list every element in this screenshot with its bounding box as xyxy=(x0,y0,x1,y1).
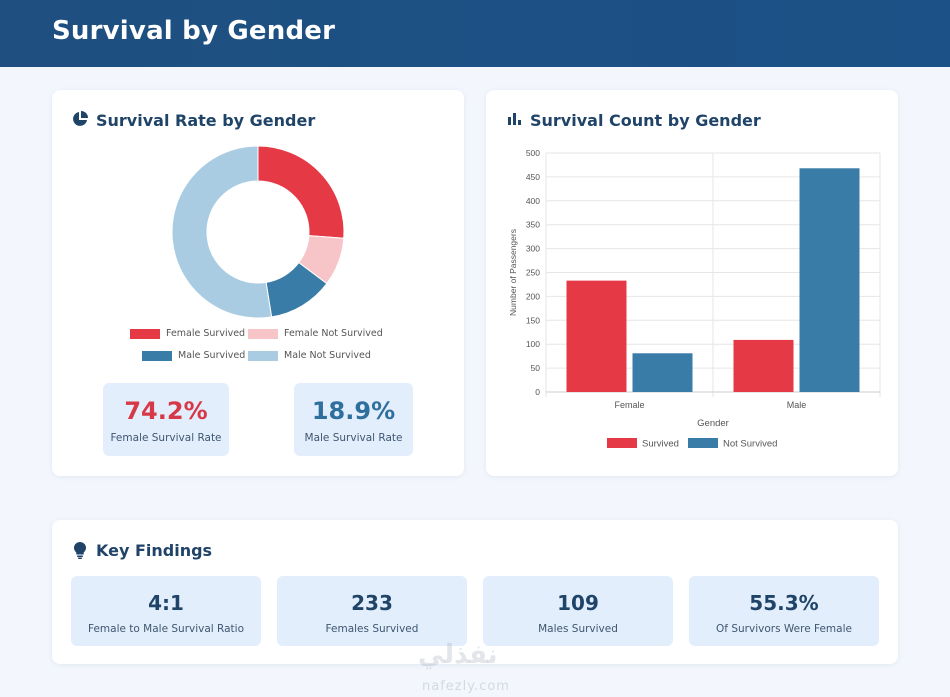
y-tick-label: 50 xyxy=(531,363,541,373)
bar-male-survived xyxy=(733,339,794,392)
y-tick-label: 150 xyxy=(526,315,540,325)
watermark-latin: nafezly.com xyxy=(422,679,510,694)
finding-survivors-female: 55.3% Of Survivors Were Female xyxy=(689,576,879,646)
legend-swatch xyxy=(248,328,278,339)
finding-females-survived: 233 Females Survived xyxy=(277,576,467,646)
donut-slice-female-survived xyxy=(257,145,345,239)
y-tick-label: 500 xyxy=(526,148,540,158)
page-header: Survival by Gender xyxy=(0,0,950,67)
findings-title: Key Findings xyxy=(96,541,213,560)
female-survival-rate-box: 74.2% Female Survival Rate xyxy=(103,383,229,456)
legend-swatch-survived xyxy=(607,438,637,448)
finding-value: 55.3% xyxy=(749,591,819,615)
x-tick-label: Male xyxy=(787,400,807,410)
legend-female-not-survived: Female Not Survived xyxy=(248,328,383,339)
bar-female-survived xyxy=(566,280,627,392)
y-tick-label: 300 xyxy=(526,244,540,254)
donut-chart xyxy=(171,145,345,319)
finding-value: 4:1 xyxy=(148,591,184,615)
key-findings-card: Key Findings 4:1 Female to Male Survival… xyxy=(52,520,898,664)
y-tick-label: 250 xyxy=(526,268,540,278)
bar-chart: 0 50 100 150 200 250 300 350 400 450 500 Female Male… xyxy=(508,148,881,450)
y-tick-label: 200 xyxy=(526,291,540,301)
bar-card-title: Survival Count by Gender xyxy=(530,111,761,130)
legend-swatch xyxy=(130,328,160,339)
watermark-arabic: نفذلي xyxy=(418,640,498,670)
y-tick-label: 100 xyxy=(526,339,540,349)
y-tick-label: 450 xyxy=(526,172,540,182)
y-axis-label: Number of Passengers xyxy=(508,229,518,316)
finding-label: Males Survived xyxy=(538,623,618,635)
finding-label: Of Survivors Were Female xyxy=(716,623,852,635)
finding-value: 233 xyxy=(351,591,393,615)
female-survival-rate-value: 74.2% xyxy=(124,397,208,425)
x-axis-label: Gender xyxy=(697,418,729,429)
legend-male-survived: Male Survived xyxy=(142,350,245,361)
legend-label: Female Not Survived xyxy=(284,328,383,339)
female-survival-rate-label: Female Survival Rate xyxy=(110,432,222,444)
finding-label: Females Survived xyxy=(325,623,419,635)
legend-male-not-survived: Male Not Survived xyxy=(248,350,371,361)
legend-label: Survived xyxy=(642,439,679,450)
survival-count-card: Survival Count by Gender 0 50 100 150 200 250… xyxy=(486,90,898,476)
donut-card-title: Survival Rate by Gender xyxy=(96,111,316,130)
x-tick-label: Female xyxy=(614,400,644,410)
legend-swatch xyxy=(142,350,172,361)
legend-label: Male Not Survived xyxy=(284,350,371,361)
finding-males-survived: 109 Males Survived xyxy=(483,576,673,646)
page-title: Survival by Gender xyxy=(52,16,336,46)
legend-label: Not Survived xyxy=(723,439,777,450)
bar-male-not-survived xyxy=(799,168,860,392)
pie-chart-icon xyxy=(73,111,88,126)
legend-swatch xyxy=(248,350,278,361)
lightbulb-icon xyxy=(74,542,86,559)
y-tick-label: 400 xyxy=(526,196,540,206)
legend-label: Female Survived xyxy=(166,328,246,339)
y-tick-label: 0 xyxy=(535,387,540,397)
survival-rate-card: Survival Rate by Gender Female Survived … xyxy=(52,90,464,476)
finding-survival-ratio: 4:1 Female to Male Survival Ratio xyxy=(71,576,261,646)
male-survival-rate-box: 18.9% Male Survival Rate xyxy=(294,383,413,456)
finding-label: Female to Male Survival Ratio xyxy=(87,623,245,635)
y-tick-label: 350 xyxy=(526,220,540,230)
male-survival-rate-label: Male Survival Rate xyxy=(304,432,403,444)
male-survival-rate-value: 18.9% xyxy=(311,397,396,425)
legend-female-survived: Female Survived xyxy=(130,328,245,339)
finding-value: 109 xyxy=(557,591,599,615)
legend-swatch-not-survived xyxy=(688,438,718,448)
bar-female-not-survived xyxy=(632,353,693,392)
donut-slice-male-not-survived xyxy=(171,145,273,319)
bar-chart-icon xyxy=(508,113,521,125)
legend-label: Male Survived xyxy=(178,350,246,361)
